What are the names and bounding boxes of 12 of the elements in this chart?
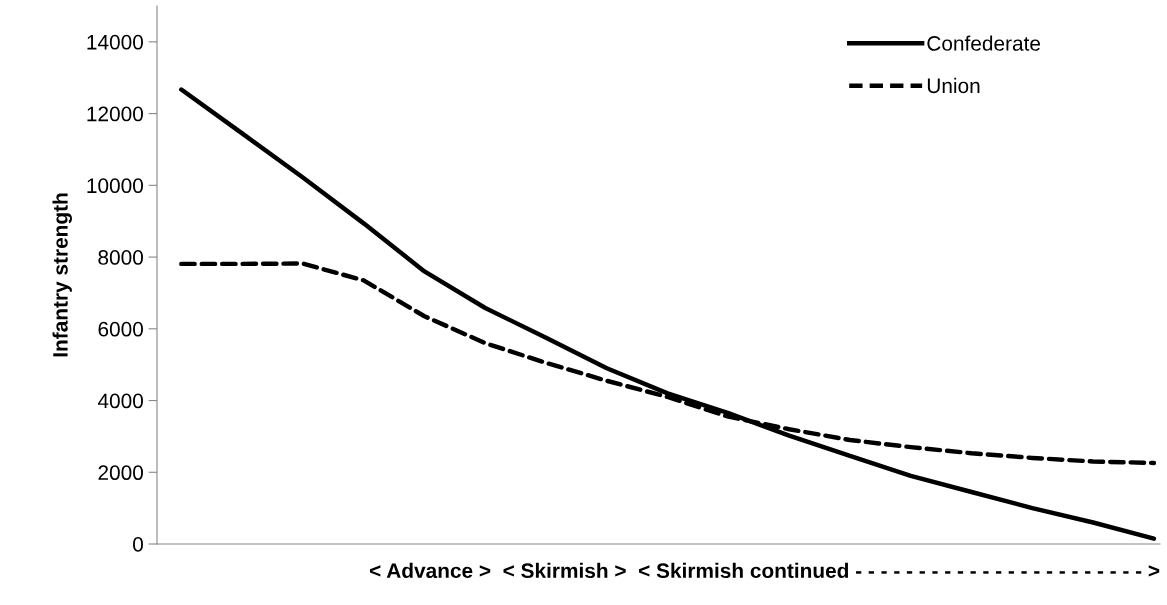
y-tick-label: 8000: [98, 250, 143, 265]
y-tick-label: 2000: [98, 465, 143, 481]
legend-label: Union: [927, 77, 980, 94]
y-axis-title: Infantry strength: [52, 193, 72, 357]
y-tick-label: 14000: [87, 34, 143, 50]
legend-label: Confederate: [927, 35, 1041, 51]
y-tick-label: 12000: [87, 106, 143, 122]
y-tick-label: 0: [133, 537, 143, 552]
y-tick-label: 4000: [97, 393, 143, 409]
x-axis-title: < Advance > < Skirmish > < Skirmish continued - - - - - - - - - - - - - - - - - - - - - - - >: [369, 562, 1160, 579]
y-tick-label: 10000: [87, 178, 143, 194]
y-tick-label: 6000: [98, 321, 143, 337]
